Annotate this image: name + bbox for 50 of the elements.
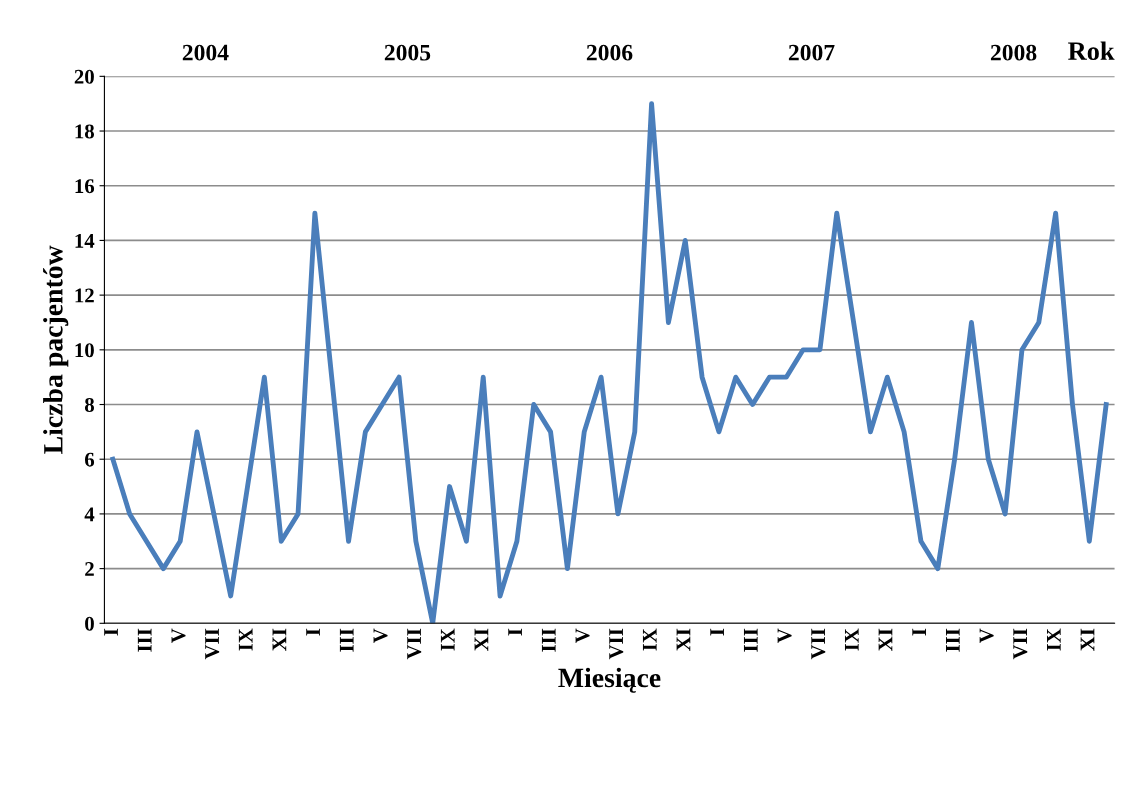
- x-tick-label: VII: [609, 628, 624, 660]
- x-tick-label: VII: [205, 628, 220, 660]
- y-tick-label: 6: [84, 452, 95, 467]
- x-tick-label: XI: [272, 628, 287, 651]
- x-tick-label: III: [946, 628, 960, 652]
- text: Rok: [1068, 41, 1115, 61]
- x-tick-label: V: [373, 628, 388, 643]
- x-tick-label: XI: [474, 628, 489, 651]
- x-tick-label: VII: [1013, 628, 1028, 660]
- x-tick-label: XI: [1080, 628, 1095, 651]
- x-tick-label: III: [743, 628, 758, 652]
- x-tick-label: III: [137, 628, 152, 652]
- x-tick-label: I: [306, 628, 320, 636]
- x-tick-label: III: [339, 628, 354, 652]
- x-tick-label: VII: [407, 628, 422, 660]
- text: 2006: [586, 44, 633, 61]
- x-axis-title: Miesiące: [558, 667, 661, 693]
- x-tick-label: IX: [1047, 628, 1061, 651]
- x-tick-label: V: [979, 628, 994, 643]
- y-tick-label: 4: [84, 507, 95, 522]
- x-tick-label: IX: [238, 628, 253, 651]
- x-tick-label: XI: [676, 628, 691, 651]
- text: 2008: [990, 44, 1037, 61]
- x-tick-label: IX: [440, 628, 455, 651]
- x-tick-label: IX: [642, 628, 657, 651]
- x-tick-label: I: [508, 628, 522, 636]
- y-tick-label: 16: [75, 179, 95, 194]
- x-tick-label: VII: [811, 628, 826, 660]
- y-tick-label: 10: [75, 343, 94, 358]
- x-tick-label: V: [777, 628, 792, 643]
- y-tick-label: 20: [74, 69, 94, 84]
- x-tick-label: V: [171, 628, 186, 643]
- y-tick-label: 18: [75, 124, 95, 139]
- text: 2007: [788, 44, 835, 61]
- x-tick-label: I: [104, 628, 118, 636]
- y-tick-label: 0: [85, 616, 94, 631]
- x-tick-label: I: [710, 628, 724, 636]
- y-tick-label: 8: [84, 397, 95, 412]
- line-series: [110, 101, 1109, 624]
- y-tick-label: 2: [85, 562, 94, 576]
- y-tick-label: 14: [75, 233, 95, 248]
- text: 2005: [384, 44, 431, 61]
- y-tick-label: 12: [75, 288, 94, 303]
- y-axis-title: Liczba pacjentów: [43, 245, 69, 454]
- x-tick-label: III: [541, 628, 556, 652]
- x-tick-label: V: [575, 628, 590, 643]
- text: 2004: [182, 44, 229, 61]
- x-tick-label: IX: [844, 628, 859, 651]
- x-tick-label: XI: [878, 628, 893, 651]
- x-tick-label: I: [912, 628, 926, 636]
